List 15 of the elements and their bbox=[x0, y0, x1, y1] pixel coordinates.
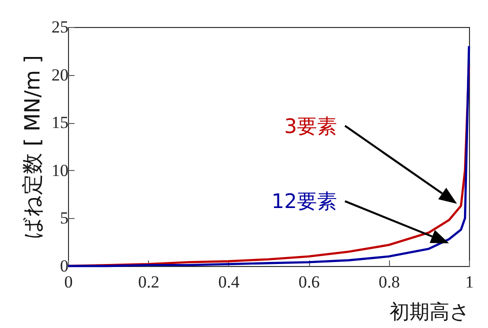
x-tick-label: 1 bbox=[465, 272, 474, 292]
x-tick-label: 0.6 bbox=[298, 272, 320, 292]
text: 12要素 bbox=[271, 189, 337, 214]
x-tick-label: 0.8 bbox=[378, 272, 400, 292]
y-tick-label: 20 bbox=[52, 65, 68, 84]
y-tick-label: 25 bbox=[52, 18, 68, 36]
text: 3要素 bbox=[284, 114, 337, 138]
y-tick-label: 15 bbox=[52, 113, 68, 132]
y-tick-label: 5 bbox=[60, 208, 68, 228]
x-tick-label: 0.2 bbox=[138, 272, 160, 292]
y-axis-title: ばね定数 [ MN/m ] bbox=[20, 55, 44, 239]
x-axis-title: 初期高さ bbox=[390, 300, 470, 324]
y-tick-label: 10 bbox=[52, 160, 68, 180]
x-tick-label: 0.4 bbox=[218, 272, 240, 292]
y-tick-label: 0 bbox=[60, 256, 68, 276]
